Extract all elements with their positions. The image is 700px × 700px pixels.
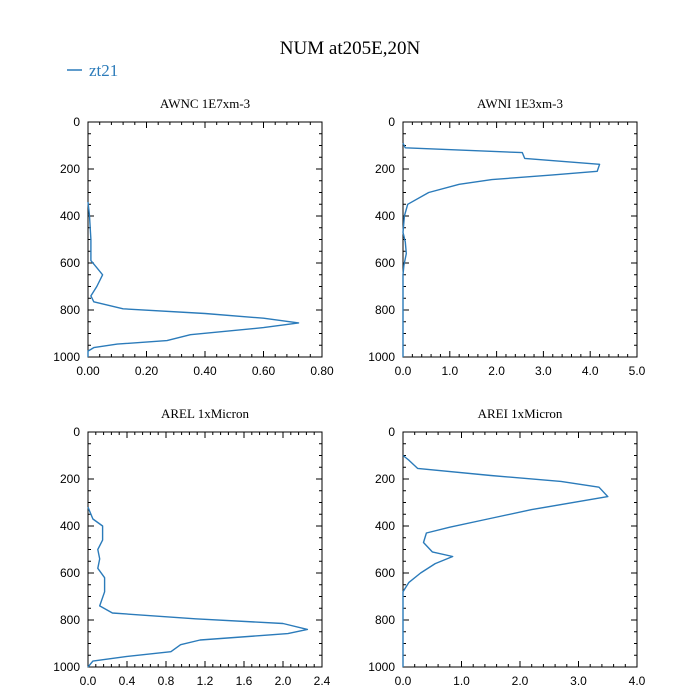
panels: AWNC 1E7xm-30.00 0.20 0.40 0.60 0.8002004006… xyxy=(53,96,645,688)
y-tick-label: 600 xyxy=(375,256,395,270)
figure-title: NUM at205E,20N xyxy=(280,38,421,59)
panel-title: AWNI 1E3xm-3 xyxy=(477,96,563,111)
y-tick-label: 200 xyxy=(375,162,395,176)
x-tick-label: 1.0 xyxy=(453,674,470,688)
panel-2: AWNI 1E3xm-3 0.0 1.0 2.0 3.0 4.0 5.0 0 200 400 600… xyxy=(368,96,645,378)
y-tick-label: 200 xyxy=(60,472,80,486)
x-tick-label: 3.0 xyxy=(535,364,552,378)
x-tick-label: 2.0 xyxy=(512,674,529,688)
y-tick-label: 0 xyxy=(73,115,80,129)
series-line-zt21 xyxy=(87,506,309,668)
series-line-zt21 xyxy=(402,142,601,357)
x-tick-label: 4.0 xyxy=(582,364,599,378)
x-tick-label: 0.20 xyxy=(135,364,159,378)
x-tick-label: 2.0 xyxy=(275,674,292,688)
y-tick-label: 1000 xyxy=(368,350,395,364)
y-tick-label: 400 xyxy=(60,519,80,533)
plot-frame xyxy=(402,121,638,358)
series-line-zt21 xyxy=(402,454,609,667)
x-tick-label: 0.4 xyxy=(119,674,136,688)
series-line-zt21 xyxy=(87,201,300,357)
x-tick-label: 1.2 xyxy=(197,674,214,688)
y-tick-label: 600 xyxy=(60,566,80,580)
y-tick-label: 1000 xyxy=(53,660,80,674)
x-tick-label: 0.00 xyxy=(76,364,100,378)
y-tick-label: 800 xyxy=(60,613,80,627)
y-tick-label: 1000 xyxy=(53,350,80,364)
y-tick-label: 600 xyxy=(60,256,80,270)
y-tick-label: 200 xyxy=(375,472,395,486)
panel-title: AWNC 1E7xm-3 xyxy=(160,96,250,111)
y-tick-label: 400 xyxy=(375,209,395,223)
x-tick-label: 5.0 xyxy=(629,364,646,378)
x-tick-label: 2.0 xyxy=(488,364,505,378)
panel-1: AWNC 1E7xm-3 0.00 0.20 0.40 0.60 0.80 0 200 400 6… xyxy=(53,96,334,378)
y-tick-label: 400 xyxy=(375,519,395,533)
legend-label: zt21 xyxy=(89,61,118,80)
x-tick-label: 1.0 xyxy=(441,364,458,378)
x-tick-label: 0.60 xyxy=(252,364,276,378)
x-tick-label: 0.0 xyxy=(395,674,412,688)
x-tick-label: 0.8 xyxy=(158,674,175,688)
x-tick-label: 4.0 xyxy=(629,674,646,688)
y-tick-label: 800 xyxy=(375,613,395,627)
y-tick-label: 800 xyxy=(375,303,395,317)
plot-frame xyxy=(402,431,638,668)
x-tick-label: 0.0 xyxy=(80,674,97,688)
legend: zt21 xyxy=(67,61,118,80)
panel-title: AREI 1xMicron xyxy=(478,406,563,421)
y-tick-label: 200 xyxy=(60,162,80,176)
plot-frame xyxy=(87,431,323,668)
panel-3: AREL 1xMicron 0.0 0.4 0.8 1.2 1.6 2.0 2.4 0 200 40… xyxy=(53,406,330,688)
panel-4: AREI 1xMicron 0.0 1.0 2.0 3.0 4.0 0 200 400 600 80… xyxy=(368,406,645,688)
x-tick-label: 3.0 xyxy=(570,674,587,688)
y-tick-label: 0 xyxy=(388,115,395,129)
y-tick-label: 1000 xyxy=(368,660,395,674)
y-tick-label: 400 xyxy=(60,209,80,223)
y-tick-label: 600 xyxy=(375,566,395,580)
y-tick-label: 0 xyxy=(388,425,395,439)
x-tick-label: 1.6 xyxy=(236,674,253,688)
y-tick-label: 0 xyxy=(73,425,80,439)
x-tick-label: 0.80 xyxy=(310,364,334,378)
x-tick-label: 0.0 xyxy=(395,364,412,378)
x-tick-label: 0.40 xyxy=(193,364,217,378)
y-tick-label: 800 xyxy=(60,303,80,317)
x-tick-label: 2.4 xyxy=(314,674,331,688)
panel-title: AREL 1xMicron xyxy=(161,406,249,421)
